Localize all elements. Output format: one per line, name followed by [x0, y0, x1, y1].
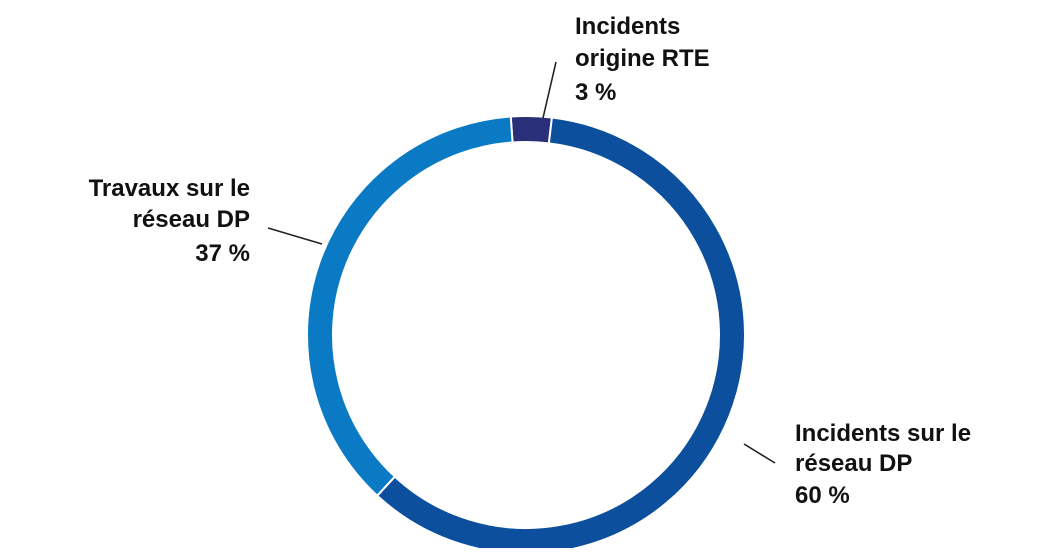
donut-slice-rte	[509, 115, 554, 145]
slice-label-line: réseau DP	[133, 206, 250, 233]
slice-label-line: origine RTE	[575, 45, 710, 72]
slice-value-label: 37 %	[195, 240, 250, 267]
slice-label-line: Travaux sur le	[89, 175, 250, 202]
slice-label-line: Incidents	[575, 13, 680, 40]
leader-lines	[267, 61, 776, 464]
donut-slice-travaux	[306, 115, 514, 498]
donut-slice-incidents	[375, 116, 746, 553]
donut-slices	[306, 115, 746, 553]
slice-label-incidents-origine-rte: Incidents origine RTE 3 %	[575, 13, 710, 106]
slice-label-travaux-sur-le-reseau-dp: Travaux sur le réseau DP 37 %	[89, 175, 250, 267]
slice-value-label: 60 %	[795, 482, 850, 509]
slice-label-line: Incidents sur le	[795, 420, 971, 447]
slice-value-label: 3 %	[575, 79, 616, 106]
leader-line-travaux	[267, 227, 323, 245]
slice-label-incidents-sur-le-reseau-dp: Incidents sur le réseau DP 60 %	[795, 420, 971, 509]
leader-line-rte	[542, 61, 557, 119]
leader-line-incidents	[743, 443, 776, 464]
slice-label-line: réseau DP	[795, 450, 912, 477]
